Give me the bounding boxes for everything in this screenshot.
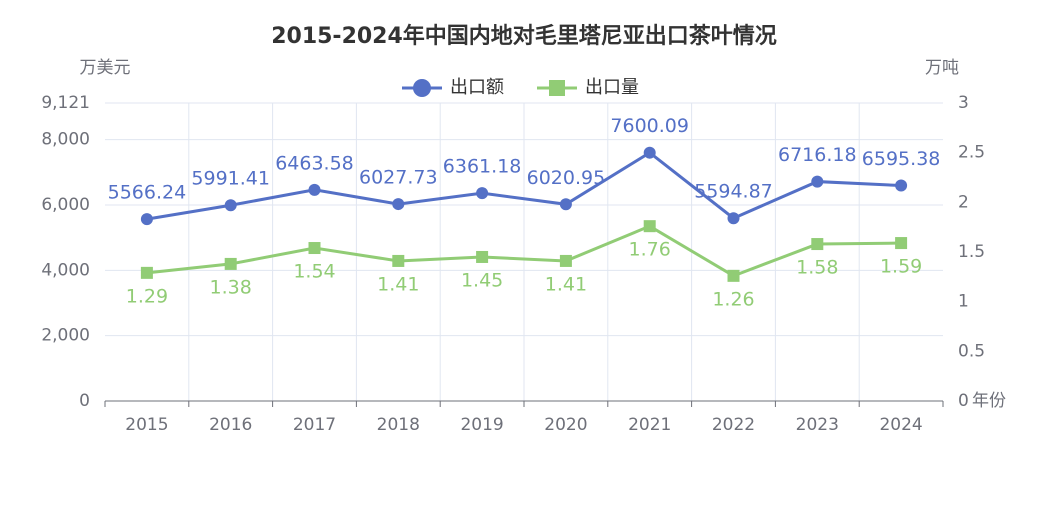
x-tick-label: 2015 (125, 415, 168, 435)
data-label: 1.45 (461, 269, 503, 291)
point (811, 238, 824, 251)
data-label: 1.58 (796, 257, 838, 279)
point (224, 257, 237, 270)
y-tick-label: 9,121 (41, 93, 90, 113)
data-label: 1.38 (210, 276, 252, 298)
data-label: 7600.09 (610, 115, 689, 137)
y-axis-title: 万美元 (80, 58, 131, 78)
data-label: 6595.38 (862, 148, 941, 170)
x-tick-label: 2016 (209, 415, 252, 435)
point (140, 213, 153, 226)
y-tick-label: 8,000 (41, 130, 90, 150)
x-tick-label: 2023 (796, 415, 839, 435)
data-label: 5991.41 (191, 168, 270, 190)
x-tick-label: 2021 (628, 415, 671, 435)
point (727, 212, 740, 225)
point (308, 183, 321, 196)
y-tick-label: 0 (79, 391, 90, 411)
data-label: 6361.18 (443, 156, 522, 178)
data-label: 1.26 (712, 288, 754, 310)
y-tick-label: 4,000 (41, 260, 90, 280)
legend-label: 出口额 (450, 77, 504, 98)
point (643, 220, 656, 233)
point (476, 187, 489, 200)
point (643, 146, 656, 159)
data-label: 5594.87 (694, 181, 773, 203)
y2-tick-label: 1 (958, 292, 969, 312)
point (727, 269, 740, 282)
series-line (146, 150, 902, 221)
point (895, 179, 908, 192)
legend-label: 出口量 (585, 77, 639, 98)
point (308, 242, 321, 255)
y-tick-label: 2,000 (41, 326, 90, 346)
data-label: 1.76 (629, 239, 671, 261)
point (559, 254, 572, 267)
x-tick-label: 2017 (293, 415, 336, 435)
data-label: 1.59 (880, 256, 922, 278)
data-label: 6027.73 (359, 167, 438, 189)
y2-tick-label: 3 (958, 93, 969, 113)
x-axis-title: 年份 (972, 391, 1006, 411)
point (392, 254, 405, 267)
y2-tick-label: 2.5 (958, 143, 985, 163)
y2-axis-title: 万吨 (925, 58, 959, 78)
y2-tick-label: 0.5 (958, 341, 985, 361)
data-label: 6020.95 (527, 167, 606, 189)
data-label: 1.54 (293, 261, 335, 283)
y2-tick-label: 2 (958, 192, 969, 212)
data-label: 6716.18 (778, 144, 857, 166)
legend-marker (549, 80, 565, 96)
y-tick-label: 6,000 (41, 195, 90, 215)
point (895, 237, 908, 250)
x-tick-label: 2020 (544, 415, 587, 435)
data-label: 1.41 (377, 273, 419, 295)
x-tick-label: 2022 (712, 415, 755, 435)
x-tick-label: 2024 (879, 415, 922, 435)
data-label: 6463.58 (275, 152, 354, 174)
legend-marker (413, 79, 431, 97)
chart-title: 2015-2024年中国内地对毛里塔尼亚出口茶叶情况 (271, 23, 777, 49)
point (811, 175, 824, 188)
point (224, 199, 237, 212)
series-line (146, 224, 902, 278)
point (476, 250, 489, 263)
point (140, 266, 153, 279)
y2-tick-label: 1.5 (958, 242, 985, 262)
x-tick-label: 2018 (377, 415, 420, 435)
data-label: 5566.24 (108, 182, 187, 204)
y2-tick-label: 0 (958, 391, 969, 411)
data-label: 1.29 (126, 285, 168, 307)
point (392, 198, 405, 211)
x-tick-label: 2019 (460, 415, 503, 435)
point (559, 198, 572, 211)
data-label: 1.41 (545, 273, 587, 295)
